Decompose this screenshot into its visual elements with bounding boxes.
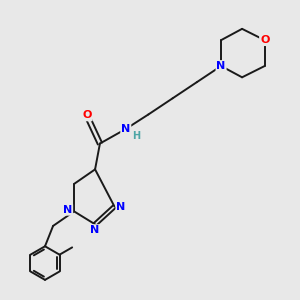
Text: N: N [63,205,72,215]
Text: O: O [82,110,92,120]
Text: N: N [216,61,226,71]
Text: N: N [121,124,130,134]
Text: N: N [91,225,100,235]
Text: O: O [260,35,269,45]
Text: N: N [116,202,125,212]
Text: H: H [132,131,140,141]
